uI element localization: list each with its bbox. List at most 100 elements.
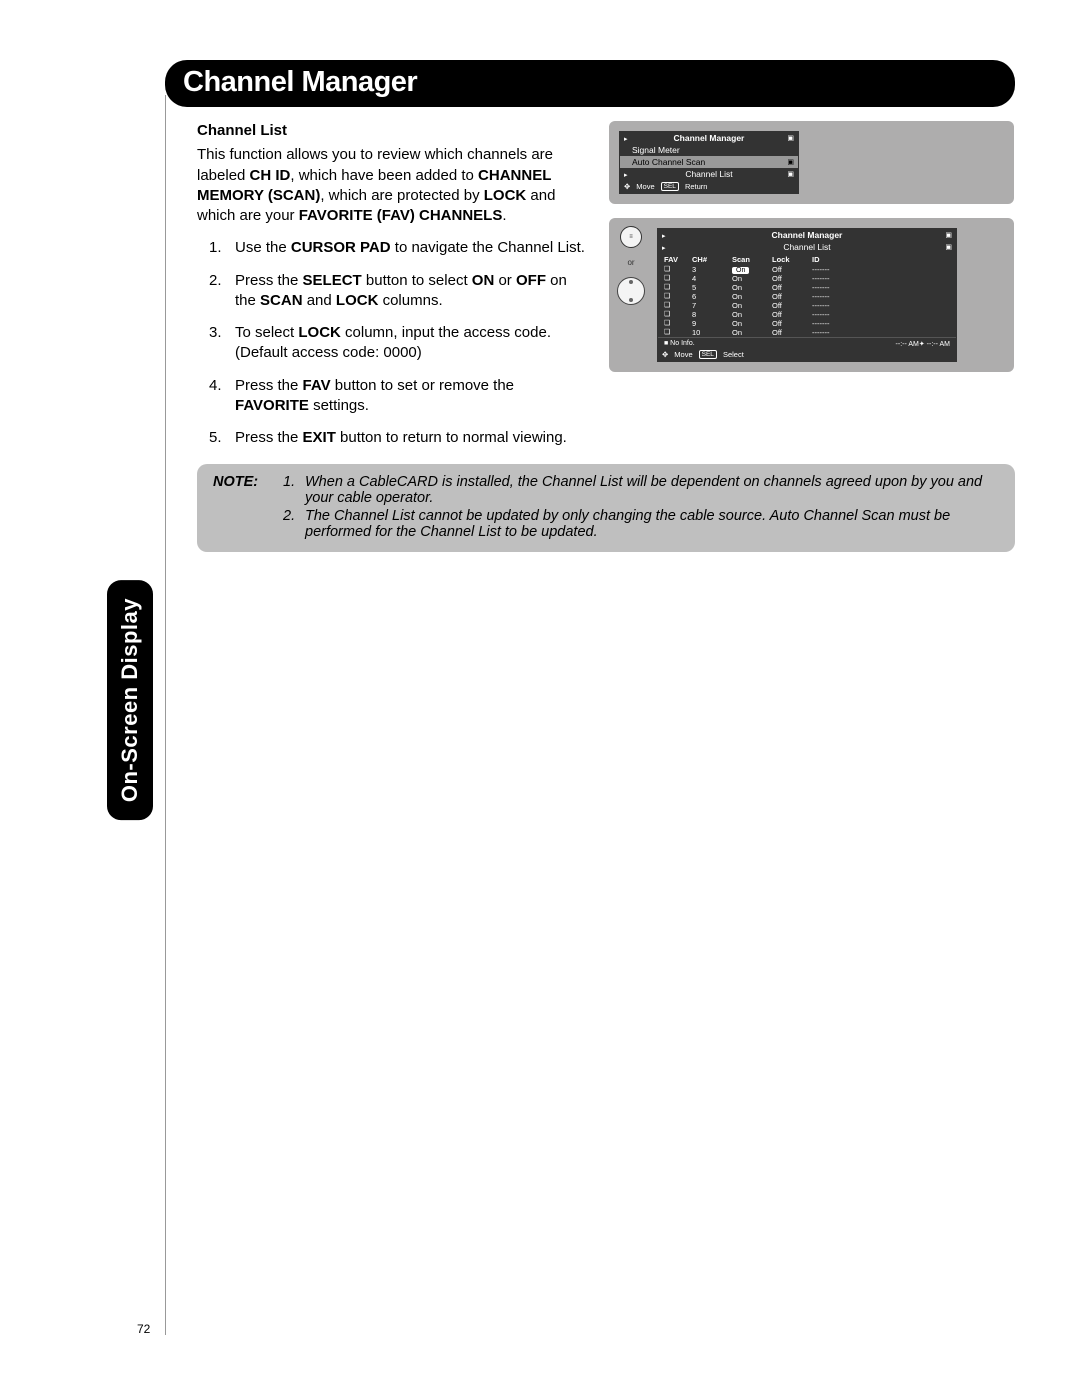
col-lock: Lock <box>772 255 812 264</box>
scan-val: On <box>732 328 772 337</box>
id-val: ------- <box>812 265 950 274</box>
tri-icon <box>662 242 669 252</box>
fav-checkbox: ❏ <box>664 283 692 292</box>
t: Press the <box>235 272 303 289</box>
osd1-item-signal-meter: Signal Meter <box>620 144 798 156</box>
t: Channel List <box>685 169 732 179</box>
lock-val: Off <box>772 310 812 319</box>
t: ON <box>472 272 495 289</box>
step-1: Use the CURSOR PAD to navigate the Chann… <box>217 238 587 258</box>
ch-num: 4 <box>692 274 732 283</box>
table-row: ❏8OnOff------- <box>658 310 956 319</box>
note-item-1: When a CableCARD is installed, the Chann… <box>291 474 999 506</box>
t: LOCK <box>484 187 527 204</box>
t: OFF <box>516 272 546 289</box>
t: Use the <box>235 239 291 256</box>
table-row: ❏5OnOff------- <box>658 283 956 292</box>
t: FAV <box>303 377 331 394</box>
col-scan: Scan <box>732 255 772 264</box>
t: FAVORITE <box>235 397 309 414</box>
steps-list: Use the CURSOR PAD to navigate the Chann… <box>197 238 587 448</box>
dpad-icon <box>617 277 645 305</box>
tri-icon <box>624 133 631 143</box>
info-left: ■ No Info. <box>664 340 695 348</box>
ch-num: 10 <box>692 328 732 337</box>
side-tab: On-Screen Display <box>107 580 153 820</box>
t: SELECT <box>303 272 362 289</box>
remote-icons: ≡ or <box>615 226 647 305</box>
step-5: Press the EXIT button to return to norma… <box>217 428 587 448</box>
lock-val: Off <box>772 301 812 310</box>
fav-checkbox: ❏ <box>664 274 692 283</box>
t: columns. <box>378 292 442 309</box>
channel-table: FAV CH# Scan Lock ID ❏3OnOff-------❏4OnO… <box>658 253 956 348</box>
note-item-2: The Channel List cannot be updated by on… <box>291 508 999 540</box>
ch-num: 6 <box>692 292 732 301</box>
lock-val: Off <box>772 274 812 283</box>
table-row: ❏4OnOff------- <box>658 274 956 283</box>
id-val: ------- <box>812 292 950 301</box>
t: LOCK <box>298 324 341 341</box>
fav-checkbox: ❏ <box>664 292 692 301</box>
toggle-icon: ▣ <box>945 243 952 251</box>
t: or <box>494 272 516 289</box>
scan-val: On <box>732 301 772 310</box>
osd-menu-screenshot: Channel Manager▣ Signal Meter Auto Chann… <box>609 121 1014 204</box>
page-number: 72 <box>137 1322 150 1336</box>
t: FAVORITE (FAV) CHANNELS <box>299 207 503 224</box>
ch-num: 9 <box>692 319 732 328</box>
scan-val: On <box>732 265 772 274</box>
t: To select <box>235 324 298 341</box>
id-val: ------- <box>812 301 950 310</box>
t: Channel List <box>783 242 830 252</box>
t: button to set or remove the <box>331 377 514 394</box>
move-icon: ✥ <box>662 350 668 359</box>
t: Channel Manager <box>772 230 843 240</box>
table-row: ❏9OnOff------- <box>658 319 956 328</box>
t: Press the <box>235 429 303 446</box>
ch-num: 7 <box>692 301 732 310</box>
t: and <box>303 292 336 309</box>
step-2: Press the SELECT button to select ON or … <box>217 271 587 312</box>
lock-val: Off <box>772 319 812 328</box>
fav-checkbox: ❏ <box>664 265 692 274</box>
ch-num: 8 <box>692 310 732 319</box>
table-row: ❏6OnOff------- <box>658 292 956 301</box>
id-val: ------- <box>812 328 950 337</box>
info-right: --:-- AM✦ --:-- AM <box>896 340 950 348</box>
tri-icon <box>624 169 631 179</box>
info-row: ■ No Info. --:-- AM✦ --:-- AM <box>658 337 956 348</box>
osd1-item-channel-list: Channel List▣ <box>620 168 798 180</box>
text-column: Channel List This function allows you to… <box>197 121 587 460</box>
osd2-subtitle: Channel List ▣ <box>658 241 956 253</box>
note-label: NOTE: <box>213 474 267 542</box>
fav-checkbox: ❏ <box>664 301 692 310</box>
t: Channel Manager <box>674 133 745 143</box>
page-title: Channel Manager <box>165 60 1015 107</box>
t: LOCK <box>336 292 379 309</box>
table-row: ❏7OnOff------- <box>658 301 956 310</box>
osd1-item-auto-channel-scan: Auto Channel Scan▣ <box>620 156 798 168</box>
scan-val: On <box>732 274 772 283</box>
or-label: or <box>627 258 634 267</box>
id-val: ------- <box>812 319 950 328</box>
section-title: Channel List <box>197 121 587 141</box>
scan-val: On <box>732 319 772 328</box>
screenshots-column: Channel Manager ▣ Signal Meter Auto Chann… <box>609 121 1014 460</box>
osd1-footer: ✥ Move SEL Return <box>620 180 798 191</box>
fav-checkbox: ❏ <box>664 310 692 319</box>
fav-checkbox: ❏ <box>664 319 692 328</box>
scan-val: On <box>732 310 772 319</box>
t: Move <box>674 350 692 359</box>
note-list: When a CableCARD is installed, the Chann… <box>273 474 999 542</box>
t: CH ID <box>250 167 291 184</box>
table-row: ❏10OnOff------- <box>658 328 956 337</box>
note-box: NOTE: When a CableCARD is installed, the… <box>197 464 1015 552</box>
lock-val: Off <box>772 283 812 292</box>
t: button to select <box>362 272 472 289</box>
osd-channel-list-screenshot: ≡ or Channel Manager▣ Channel List▣ FAV … <box>609 218 1014 372</box>
step-4: Press the FAV button to set or remove th… <box>217 376 587 417</box>
col-ch: CH# <box>692 255 732 264</box>
id-val: ------- <box>812 274 950 283</box>
t: Auto Channel Scan <box>624 157 705 167</box>
